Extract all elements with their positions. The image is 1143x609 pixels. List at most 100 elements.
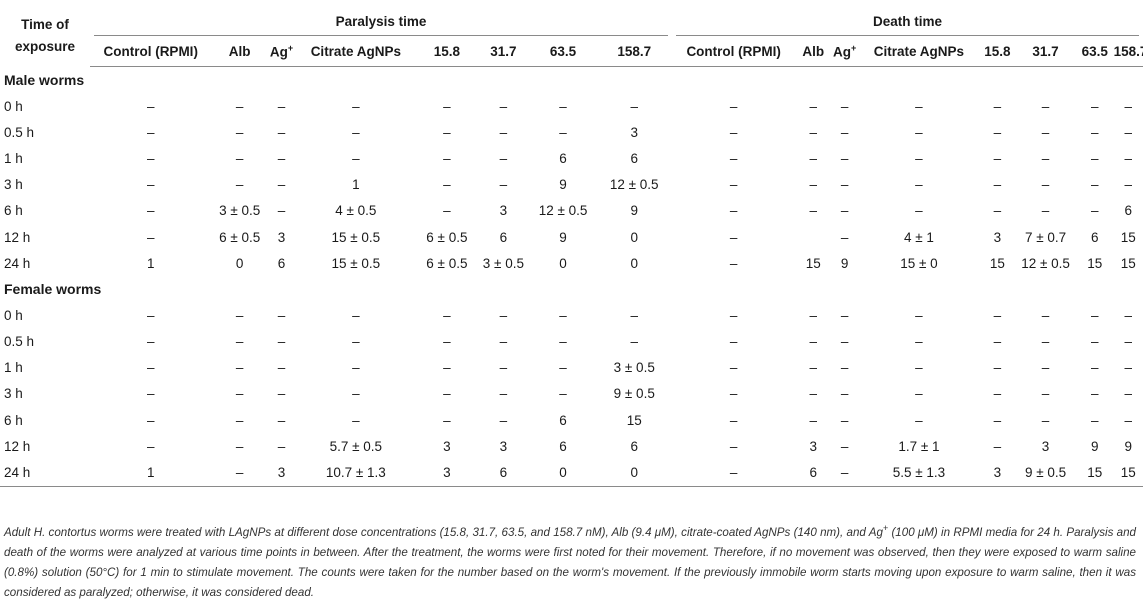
paralysis-value-cell: – [277,386,286,402]
death-value-cell: – [729,412,738,428]
paralysis-value-cell: – [352,360,360,376]
paralysis-value-cell: – [277,124,286,140]
death-value-cell: – [1041,307,1050,323]
paralysis-value-cell: – [443,334,451,350]
paralysis-value-cell: – [559,307,567,323]
death-value-cell: – [729,177,738,193]
table-footnote: Adult H. contortus worms were treated wi… [4,523,1137,600]
paralysis-value-cell: – [499,177,508,193]
death-group-header: Death time [672,6,1143,36]
paralysis-value-cell: – [146,150,155,166]
paralysis-value-cell: – [443,360,451,376]
death-value-cell: – [729,203,738,219]
death-value-cell: – [809,307,817,323]
time-cell: 12 h [4,438,31,454]
death-value-cell: – [915,203,923,219]
death-value-cell: – [915,307,923,323]
death-value-cell: – [729,307,738,323]
time-cell: 0.5 h [4,334,35,350]
paralysis-value-cell: 3 [630,124,638,140]
death-value-cell: – [840,307,849,323]
death-value-cell: – [915,150,923,166]
death-value-cell: 3 [993,229,1002,245]
paralysis-value-cell: – [277,203,286,219]
paralysis-value-cell: – [352,98,360,114]
paralysis-value-cell: – [235,98,244,114]
death-value-cell: – [809,386,817,402]
paralysis-value-cell: – [499,98,508,114]
paralysis-value-cell: 1 [352,177,360,193]
paralysis-value-cell: 6 [559,412,567,428]
death-value-cell: – [1090,412,1099,428]
death-value-cell: – [729,150,738,166]
paralysis-value-cell: – [277,98,286,114]
paralysis-value-cell: 3 [267,459,296,487]
paralysis-value-cell: 15 ± 0.5 [331,255,381,271]
results-table: Time of exposure Paralysis time Death tim… [0,6,1143,487]
paralysis-value-cell: 3 [499,438,508,454]
table-row: 0 h – – – – – – – – – – – – – – – – [0,93,1143,119]
death-value-cell: 3 [1041,438,1050,454]
death-value-cell: – [809,177,817,193]
paralysis-value-cell: – [630,98,638,114]
death-value-cell: – [1090,360,1099,376]
death-value-cell: – [993,124,1002,140]
paralysis-value-cell: 9 [559,229,567,245]
death-value-cell: 5.5 ± 1.3 [858,459,980,487]
death-value-cell: 15 ± 0 [900,255,938,271]
death-value-cell: – [993,98,1002,114]
death-value-cell: 9 [1090,438,1099,454]
table-row: 6 h – – – – – – 6 15 – – – – – – – – [0,407,1143,433]
death-value-cell: – [840,386,849,402]
death-value-cell: – [1124,150,1133,166]
paralysis-value-cell: – [443,177,451,193]
header-time-1: Time of [21,17,69,33]
time-cell: 6 h [4,203,23,219]
time-cell: 1 h [4,150,23,166]
table-row: 24 h 1–3 10.7 ± 1.3 3 6 0 0–6–5.5 ± 1.3 3 9 ± 0.… [0,459,1143,487]
death-value-cell: – [1041,98,1050,114]
paralysis-value-cell: – [235,334,244,350]
paralysis-value-cell: – [499,386,508,402]
death-value-cell: – [809,150,817,166]
death-value-cell: – [1041,177,1050,193]
death-value-cell: – [809,412,817,428]
death-value-cell: – [1041,386,1050,402]
time-cell: 0.5 h [4,124,35,140]
paralysis-value-cell: – [443,307,451,323]
paralysis-value-cell: – [443,386,451,402]
paralysis-value-cell: – [352,307,360,323]
death-value-cell: – [993,360,1002,376]
death-value-cell: – [1090,386,1099,402]
table-row: 0.5 h – – – – – – – 3 – – – – – – – – [0,119,1143,145]
paralysis-value-cell: – [352,334,360,350]
paralysis-value-cell: 3 ± 0.5 [219,203,261,219]
death-value-cell: 12 ± 0.5 [1021,255,1070,271]
table-row: 6 h –3 ± 0.5–4 ± 0.5–3 12 ± 0.5 9– – – – – – –6 [0,198,1143,224]
death-value-cell: – [1041,412,1050,428]
paralysis-value-cell: 6 ± 0.5 [426,255,468,271]
paralysis-value-cell: – [443,150,451,166]
death-value-cell: – [1090,124,1099,140]
death-value-cell: – [729,255,738,271]
paralysis-value-cell: – [352,124,360,140]
death-value-cell: – [993,438,1002,454]
paralysis-value-cell: – [146,203,155,219]
death-col-header: Alb [795,36,832,67]
paralysis-value-cell: 5.7 ± 0.5 [329,438,383,454]
paralysis-value-cell: – [499,360,508,376]
paralysis-value-cell: – [146,412,155,428]
paralysis-value-cell: – [146,177,155,193]
paralysis-value-cell: 4 ± 0.5 [335,203,377,219]
death-value-cell [795,224,831,250]
table-row: 3 h – – – 1 – – 9 12 ± 0.5 – – – – – – – – [0,172,1143,198]
paralysis-value-cell: – [235,177,244,193]
paralysis-value-cell: – [235,150,244,166]
death-value-cell: – [993,177,1002,193]
death-value-cell: 4 ± 1 [903,229,934,245]
paralysis-value-cell: – [499,334,508,350]
death-value-cell: – [1041,334,1050,350]
paralysis-col-header: Citrate AgNPs [295,36,417,67]
death-value-cell: – [729,124,738,140]
death-value-cell: – [1041,150,1050,166]
